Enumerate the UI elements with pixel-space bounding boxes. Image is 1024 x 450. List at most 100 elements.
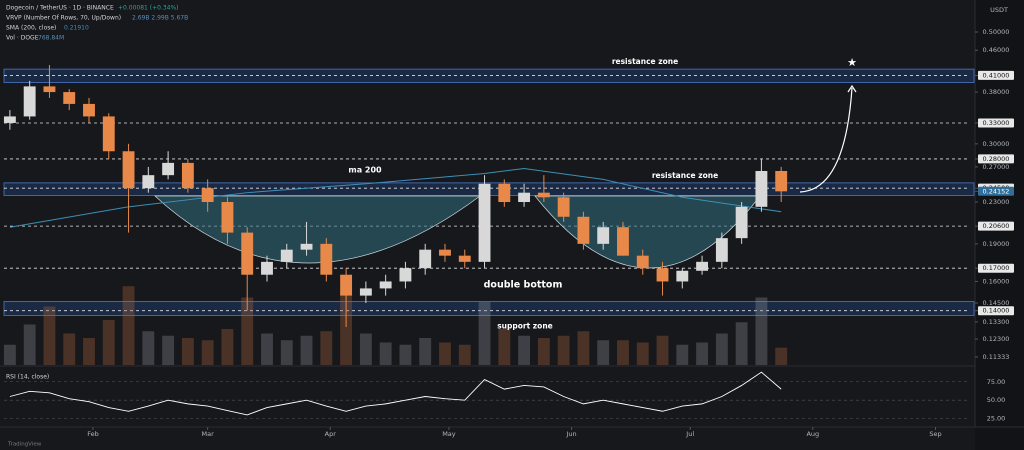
volume-bar bbox=[617, 340, 629, 365]
change: +0.00081 (+0.34%) bbox=[118, 5, 179, 12]
candle-body bbox=[3, 116, 16, 123]
candle-body bbox=[102, 116, 115, 152]
volume-bar bbox=[83, 338, 95, 365]
volume-bar bbox=[63, 333, 76, 365]
candle-body bbox=[320, 243, 333, 275]
candle-body bbox=[557, 197, 570, 217]
candle-body bbox=[280, 249, 293, 262]
volume-bar bbox=[636, 342, 649, 365]
x-tick-label: Jul bbox=[685, 430, 694, 438]
x-tick-label: Sep bbox=[929, 430, 941, 438]
volume-bar bbox=[557, 335, 570, 365]
volume-bar bbox=[676, 344, 689, 365]
sma-legend: SMA (200, close) bbox=[6, 25, 56, 32]
tick-box bbox=[978, 154, 1014, 164]
brand: TradingView bbox=[7, 442, 42, 448]
tick-box bbox=[978, 263, 1014, 273]
candle-body bbox=[518, 192, 531, 203]
candle-body bbox=[735, 206, 748, 239]
candle-body bbox=[122, 151, 135, 189]
rsi-line bbox=[9, 371, 782, 416]
tick-box bbox=[978, 306, 1014, 316]
volume-bar bbox=[359, 333, 372, 365]
cup-left bbox=[154, 195, 482, 264]
volume-bar bbox=[597, 340, 610, 365]
candle-body bbox=[478, 183, 491, 262]
volume-bar bbox=[122, 286, 135, 365]
candle-body bbox=[23, 86, 36, 117]
last-price-box bbox=[978, 186, 1014, 196]
volume-bar bbox=[696, 342, 709, 365]
y-tick-label: 0.24152 bbox=[983, 187, 1010, 195]
sma-line bbox=[9, 168, 782, 228]
candle-body bbox=[775, 170, 788, 192]
rsi-tick-label: 50.00 bbox=[987, 396, 1006, 404]
vrvp: VRVP (Number Of Rows, 70, Up/Down) bbox=[6, 15, 121, 22]
volume-bar bbox=[518, 335, 531, 365]
candle-body bbox=[359, 288, 372, 296]
candle-body bbox=[379, 281, 392, 289]
vrvp-values: 2.69B 2.99B 5.67B bbox=[132, 15, 188, 22]
candle-body bbox=[715, 238, 728, 262]
candle-body bbox=[439, 249, 451, 256]
candle-body bbox=[142, 175, 155, 189]
tick-box bbox=[978, 118, 1014, 128]
y-tick-label: 0.20600 bbox=[983, 222, 1010, 230]
volume-bar bbox=[142, 331, 155, 365]
x-tick-label: Feb bbox=[87, 430, 99, 438]
candle-body bbox=[201, 188, 214, 203]
volume-bar bbox=[419, 338, 432, 365]
candle-body bbox=[83, 103, 95, 117]
x-tick-label: Apr bbox=[325, 430, 337, 438]
candle-body bbox=[63, 92, 76, 104]
candle-body bbox=[162, 162, 175, 176]
volume-bar bbox=[241, 297, 254, 365]
volume-bar bbox=[43, 306, 56, 365]
volume-bar bbox=[201, 340, 214, 365]
volume-bar bbox=[577, 331, 590, 365]
y-tick-label: 0.28000 bbox=[983, 155, 1010, 163]
volume-bar bbox=[775, 347, 788, 365]
vol-legend: Vol · DOGE bbox=[6, 35, 39, 42]
volume-bar bbox=[755, 297, 768, 365]
volume-bar bbox=[715, 333, 728, 365]
candle-body bbox=[498, 183, 511, 203]
y-tick-label: 0.30000 bbox=[983, 140, 1010, 148]
y-tick-label: 0.27000 bbox=[983, 163, 1010, 171]
candle-body bbox=[399, 268, 412, 282]
zone bbox=[3, 301, 975, 316]
arrow-head bbox=[847, 84, 857, 93]
y-tick-label: 0.16000 bbox=[983, 277, 1010, 285]
y-tick-label: 0.46000 bbox=[983, 46, 1010, 54]
volume-bar bbox=[439, 342, 451, 365]
symbol: Dogecoin / TetherUS · 1D · BINANCE bbox=[6, 5, 114, 12]
zone-label: support zone bbox=[497, 321, 553, 330]
zone-label: resistance zone bbox=[612, 57, 678, 66]
candle-body bbox=[181, 162, 194, 189]
x-tick-label: Mar bbox=[202, 430, 215, 438]
candle-body bbox=[676, 270, 689, 282]
volume-bar bbox=[320, 331, 333, 365]
candle-body bbox=[241, 232, 254, 275]
y-tick-label: 0.14000 bbox=[983, 307, 1010, 315]
y-tick-label: 0.50000 bbox=[983, 28, 1010, 36]
y-tick-label: 0.23000 bbox=[983, 198, 1010, 206]
sma-value: 0.21910 bbox=[64, 25, 89, 32]
y-tick-label: 0.14500 bbox=[983, 299, 1010, 307]
candle-body bbox=[656, 268, 669, 282]
volume-bar bbox=[3, 344, 16, 365]
rsi-tick-label: 25.00 bbox=[987, 415, 1006, 423]
vol-value: 768.84M bbox=[38, 35, 64, 42]
volume-bar bbox=[478, 302, 491, 365]
target-arrow bbox=[799, 87, 853, 193]
y-tick-label: 0.13300 bbox=[983, 318, 1010, 326]
annotation: double bottom bbox=[484, 280, 563, 291]
x-tick-label: May bbox=[442, 430, 456, 438]
volume-bar bbox=[498, 329, 511, 365]
candle-body bbox=[597, 227, 610, 244]
volume-bar bbox=[261, 333, 273, 365]
volume-bar bbox=[181, 338, 194, 365]
volume-bar bbox=[340, 293, 353, 365]
volume-bar bbox=[656, 335, 669, 365]
